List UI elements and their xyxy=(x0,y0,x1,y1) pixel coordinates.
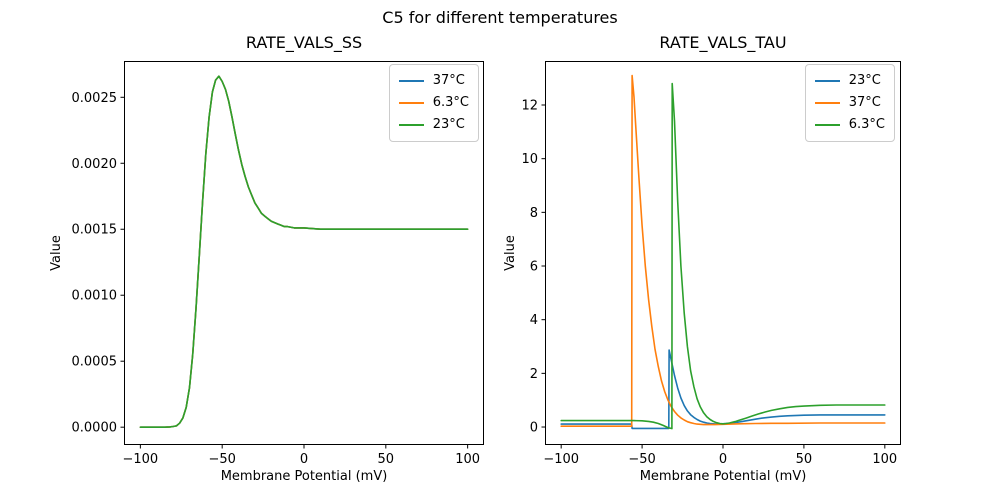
legend-line-sample xyxy=(814,102,840,104)
y-tick-label: 0.0025 xyxy=(72,91,118,106)
plot-1-axes: −100 −50 0 50 100 0 2 4 6 8 10 12 xyxy=(521,61,901,467)
legend-label: 37°C xyxy=(432,73,465,88)
axes-box xyxy=(545,61,901,445)
x-tick-label: 100 xyxy=(872,452,897,467)
legend-label: 6.3°C xyxy=(848,117,885,132)
right-plot-title: RATE_VALS_TAU xyxy=(659,33,787,52)
y-tick-label: 0.0005 xyxy=(72,355,118,370)
legend-line-sample xyxy=(398,80,424,82)
x-tick-label: −100 xyxy=(543,452,579,467)
y-tick-label: 10 xyxy=(521,152,538,167)
y-tick-label: 0.0020 xyxy=(72,157,118,172)
axes-box xyxy=(124,61,484,445)
y-tick-label: 2 xyxy=(530,367,538,382)
y-tick-label: 12 xyxy=(521,99,538,114)
series-line-23°C xyxy=(139,75,469,428)
series-line-6.3°C xyxy=(560,82,886,430)
right-plot-legend: 23°C 37°C 6.3°C xyxy=(804,64,895,142)
right-plot-xlabel: Membrane Potential (mV) xyxy=(639,469,807,484)
x-tick-label: −100 xyxy=(123,452,159,467)
y-tick-label: 8 xyxy=(530,206,538,221)
y-tick-label: 4 xyxy=(530,313,538,328)
legend-entry: 6.3°C xyxy=(398,92,469,114)
legend-label: 37°C xyxy=(848,95,881,110)
x-tick-label: 50 xyxy=(796,452,813,467)
y-tick-label: 6 xyxy=(530,260,538,275)
series-line-23°C xyxy=(560,349,886,430)
x-tick-label: 100 xyxy=(455,452,480,467)
left-plot-legend: 37°C 6.3°C 23°C xyxy=(388,64,479,142)
legend-entry: 37°C xyxy=(814,92,885,114)
left-plot-xlabel: Membrane Potential (mV) xyxy=(220,469,388,484)
left-plot-title: RATE_VALS_SS xyxy=(245,33,363,52)
figure-title: C5 for different temperatures xyxy=(382,8,618,27)
legend-entry: 23°C xyxy=(398,114,469,136)
x-tick-label: −50 xyxy=(208,452,235,467)
x-tick-label: −50 xyxy=(628,452,655,467)
series-line-37°C xyxy=(560,74,886,427)
y-tick-label: 0.0000 xyxy=(72,421,118,436)
legend-line-sample xyxy=(398,124,424,126)
y-tick-label: 0.0010 xyxy=(72,289,118,304)
x-tick-label: 50 xyxy=(378,452,395,467)
legend-label: 23°C xyxy=(432,117,465,132)
legend-line-sample xyxy=(814,124,840,126)
x-tick-label: 0 xyxy=(300,452,308,467)
y-tick-label: 0.0015 xyxy=(72,223,118,238)
legend-entry: 23°C xyxy=(814,70,885,92)
legend-entry: 6.3°C xyxy=(814,114,885,136)
plot-0-axes: −100 −50 0 50 100 0.0000 0.0005 0.0010 0.0015 0.0… xyxy=(72,61,484,467)
y-tick-label: 0 xyxy=(530,421,538,436)
legend-label: 23°C xyxy=(848,73,881,88)
x-tick-label: 0 xyxy=(719,452,727,467)
legend-line-sample xyxy=(398,102,424,104)
legend-entry: 37°C xyxy=(398,70,469,92)
legend-label: 6.3°C xyxy=(432,95,469,110)
legend-line-sample xyxy=(814,80,840,82)
